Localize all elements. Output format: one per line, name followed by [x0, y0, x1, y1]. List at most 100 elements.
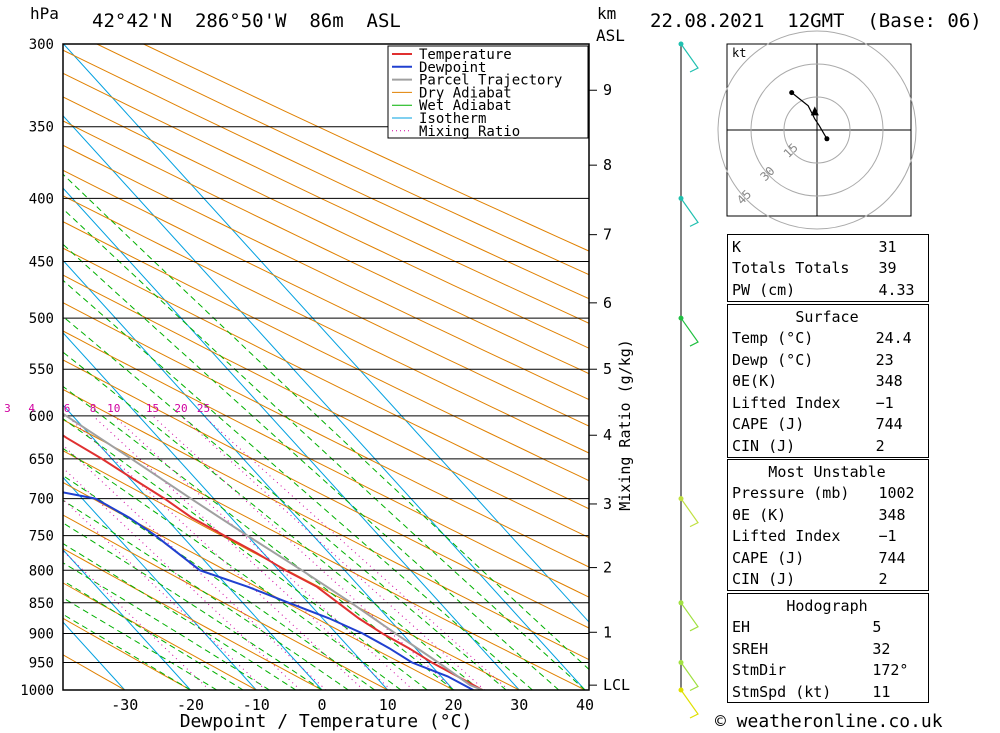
height-unit-label: km	[597, 4, 617, 23]
dry-adiabat-line	[63, 547, 323, 690]
pressure-tick-label: 900	[29, 626, 54, 642]
km-tick-label: 7	[603, 226, 612, 244]
pressure-tick-label: 950	[29, 655, 54, 671]
stat-label: Totals Totals	[732, 259, 850, 278]
stat-label: Lifted Index	[732, 393, 841, 412]
stat-value: 2	[875, 436, 885, 455]
dry-adiabat-line	[63, 120, 589, 375]
hodograph-ring	[717, 30, 917, 230]
pressure-tick-label: 750	[29, 529, 54, 545]
stat-value: 31	[878, 237, 897, 256]
stat-row-totals: Totals Totals 39	[728, 258, 926, 280]
legend-item: Dry Adiabat	[419, 85, 512, 101]
pressure-tick-label: 400	[29, 191, 54, 207]
hodograph-ring	[783, 96, 851, 164]
surface-box	[727, 304, 929, 458]
temperature-tick-label: -20	[177, 696, 204, 714]
wind-profile	[678, 41, 699, 719]
dry-adiabat-line	[63, 195, 589, 454]
wind-barb	[680, 689, 699, 719]
stat-value: 24.4	[875, 329, 912, 348]
height-ref-label: ASL	[596, 26, 625, 45]
legend-item: Isotherm	[419, 111, 486, 127]
dry-adiabat-line	[63, 144, 589, 401]
wet-adiabat-line	[63, 385, 454, 690]
pressure-tick-label: 450	[29, 255, 54, 271]
most-unstable-heading: Most Unstable	[768, 462, 886, 481]
stat-value: 32	[872, 639, 891, 658]
most-unstable-table: Most Unstable Pressure (mb) 1002 θE (K) 34…	[728, 461, 926, 590]
stat-value: −1	[878, 527, 897, 546]
stat-label: K	[732, 237, 742, 256]
km-tick-label: 9	[603, 81, 612, 99]
parcel-trajectory-line	[63, 412, 483, 690]
mixing-ratio-line	[203, 415, 509, 690]
mixing-ratio-line	[152, 415, 455, 690]
isotherm-line	[63, 331, 389, 690]
dry-adiabat-line	[63, 450, 520, 690]
mixing-ratio-label: 20	[174, 402, 187, 415]
dry-adiabat-line	[96, 44, 589, 276]
pressure-unit-label: hPa	[30, 4, 59, 23]
plot-frame	[62, 43, 590, 691]
pressure-tick-label: 1000	[20, 683, 54, 699]
km-tick-label: 3	[603, 495, 612, 513]
stat-value: 39	[878, 259, 897, 278]
dewpoint-line	[63, 491, 474, 690]
mixing-ratio-line	[66, 415, 364, 690]
mixing-ratio-label: 25	[197, 402, 210, 415]
pressure-tick-label: 300	[29, 37, 54, 53]
legend-item: Temperature	[419, 47, 512, 63]
dry-adiabat-line	[63, 302, 589, 568]
dry-adiabat-line	[63, 582, 257, 690]
isotherm-line	[63, 44, 589, 623]
wet-adiabat-line	[63, 475, 375, 690]
wind-barb	[680, 198, 699, 227]
hodograph-stats-heading: Hodograph	[786, 596, 868, 615]
stat-label: Lifted Index	[732, 527, 841, 546]
stat-label: θE(K)	[732, 372, 778, 391]
temperature-tick-label: -10	[243, 696, 270, 714]
dry-adiabat-line	[63, 481, 454, 690]
stat-label: Pressure (mb)	[732, 484, 850, 503]
temperature-tick-label: 40	[576, 696, 594, 714]
storm-motion-marker	[810, 106, 819, 116]
legend-item: Parcel Trajectory	[419, 73, 562, 89]
wind-barb	[680, 602, 699, 632]
stat-value: 1002	[878, 484, 915, 503]
hodograph-trace	[791, 92, 828, 140]
dry-adiabat-line	[63, 514, 389, 690]
temperature-tick-label: 0	[317, 696, 326, 714]
surface-heading: Surface	[795, 307, 859, 326]
copyright-link[interactable]: © weatheronline.co.uk	[715, 711, 943, 732]
wind-barb	[680, 662, 699, 692]
stat-value: 11	[872, 682, 891, 701]
stat-label: StmSpd (kt)	[732, 682, 832, 701]
hodograph-unit-label: kt	[732, 46, 746, 60]
pressure-tick-label: 700	[29, 492, 54, 508]
mixing-ratio-label: 6	[64, 402, 71, 415]
mixing-ratio-axis-title: Mixing Ratio (g/kg)	[616, 339, 634, 511]
dry-adiabat-line	[63, 169, 589, 427]
pressure-tick-label: 850	[29, 596, 54, 612]
pressure-tick-label: 500	[29, 311, 54, 327]
wet-adiabat-line	[63, 562, 270, 690]
temperature-tick-label: 20	[444, 696, 462, 714]
wind-barb	[680, 43, 699, 73]
km-tick-label: 2	[603, 559, 612, 577]
stat-value: 744	[878, 548, 906, 567]
stat-label: CIN (J)	[732, 436, 796, 455]
isotherm-line	[63, 187, 520, 690]
dry-adiabat-line	[143, 44, 589, 252]
stat-value: 172°	[872, 661, 909, 680]
dry-adiabat-line	[63, 617, 191, 690]
km-tick-label: 4	[603, 426, 612, 444]
stat-label: EH	[732, 618, 751, 637]
temperature-tick-label: 30	[510, 696, 528, 714]
pressure-tick-label: 550	[29, 362, 54, 378]
x-axis-title: Dewpoint / Temperature (°C)	[180, 711, 473, 732]
pressure-tick-label: 600	[29, 409, 54, 425]
km-tick-label: 6	[603, 294, 612, 312]
